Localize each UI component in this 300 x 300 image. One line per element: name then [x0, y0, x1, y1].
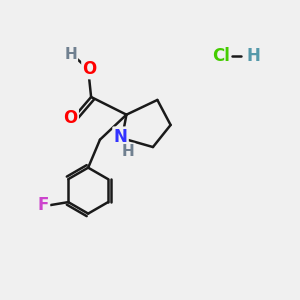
Text: H: H [64, 47, 77, 62]
Text: H: H [246, 47, 260, 65]
Text: F: F [38, 196, 49, 214]
Text: Cl: Cl [212, 47, 230, 65]
Text: O: O [63, 109, 78, 127]
Text: N: N [114, 128, 128, 146]
Text: O: O [82, 60, 97, 78]
Text: H: H [122, 144, 134, 159]
